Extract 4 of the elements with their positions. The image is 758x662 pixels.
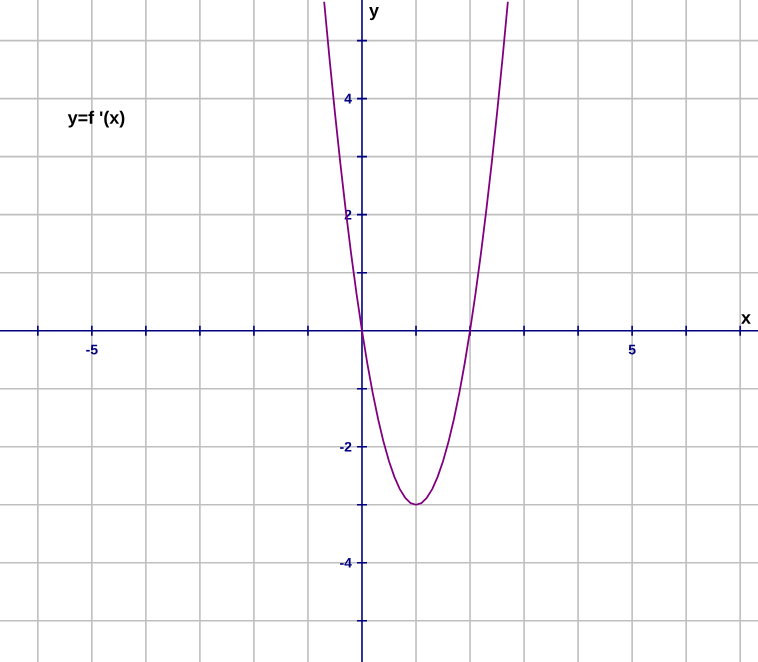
annotation: y=f '(x) bbox=[67, 110, 125, 128]
line-series bbox=[323, 0, 509, 506]
y-axis-title: y bbox=[369, 7, 379, 21]
x-axis-title: x bbox=[741, 314, 751, 324]
